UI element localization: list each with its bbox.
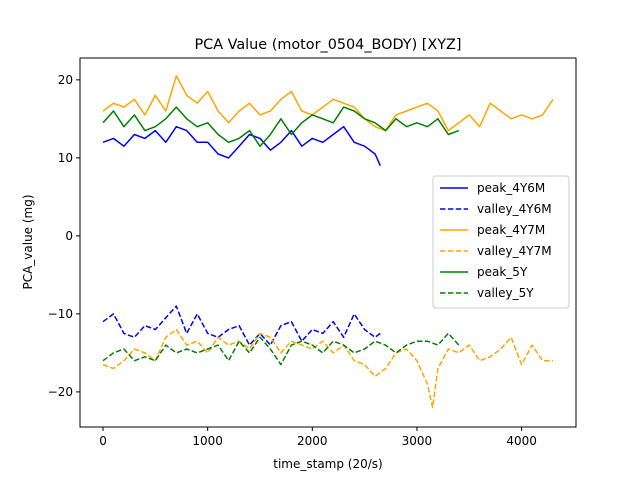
legend-label: valley_4Y7M [477,244,552,258]
chart-title: PCA Value (motor_0504_BODY) [XYZ] [194,37,461,53]
y-tick-label: −20 [48,385,73,399]
x-axis: 0 1000 2000 3000 4000 [99,427,537,448]
y-axis-label: PCA_value (mg) [21,194,35,289]
legend-label: peak_5Y [477,265,528,279]
x-tick-label: 0 [99,434,107,448]
x-axis-label: time_stamp (20/s) [273,457,382,471]
series-line-peak-4y6m [102,125,381,167]
x-tick-label: 4000 [506,434,537,448]
series-line-valley-5y [102,332,460,366]
x-tick-label: 3000 [402,434,433,448]
x-tick-label: 1000 [192,434,223,448]
legend-label: valley_5Y [477,286,534,300]
series-line-valley-4y6m [102,305,381,346]
legend-label: peak_4Y6M [477,181,545,195]
legend-label: valley_4Y6M [477,202,552,216]
y-tick-label: −10 [48,307,73,321]
series-line-peak-4y7m [102,75,554,132]
legend: peak_4Y6M valley_4Y6M peak_4Y7M valley_4Y7M… [432,175,570,309]
y-tick-label: 20 [58,73,73,87]
axes-frame [79,57,577,428]
y-tick-label: 0 [65,229,73,243]
series-layer [102,75,554,409]
legend-label: peak_4Y7M [477,223,545,237]
y-axis: −20 −10 0 10 20 [48,73,80,399]
series-line-peak-5y [102,106,460,147]
series-line-valley-4y7m [102,328,553,409]
x-tick-label: 2000 [297,434,328,448]
y-tick-label: 10 [58,151,73,165]
